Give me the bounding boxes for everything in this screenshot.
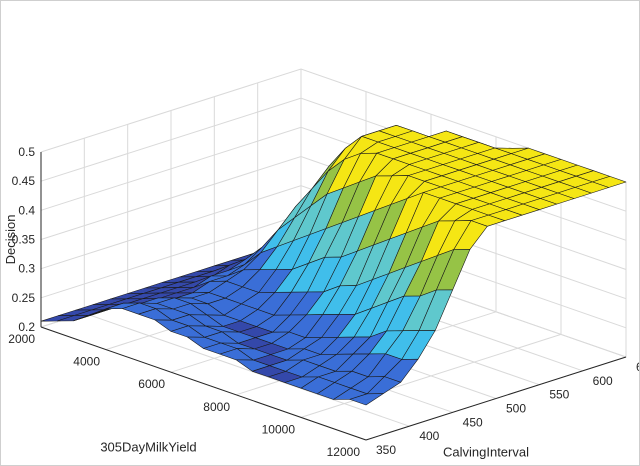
x-tick-label: 8000 xyxy=(203,400,230,414)
y-tick-label: 600 xyxy=(593,374,613,388)
z-tick-label: 0.3 xyxy=(18,262,35,276)
z-tick-label: 0.45 xyxy=(12,174,36,188)
y-tick-label: 550 xyxy=(549,388,569,402)
y-tick-label: 500 xyxy=(506,402,526,416)
z-tick-label: 0.25 xyxy=(12,291,36,305)
tick-labels: 0.2 0.25 0.3 0.35 0.4 0.45 0.5 2000 4000 6000 8000… xyxy=(8,145,639,459)
x-axis-label: 305DayMilkYield xyxy=(100,440,196,455)
axis-lines xyxy=(40,152,627,441)
z-tick-label: 0.4 xyxy=(18,203,35,217)
x-tick-label: 4000 xyxy=(73,355,100,369)
y-tick-label: 650 xyxy=(636,360,639,374)
y-axis-label: CalvingInterval xyxy=(443,445,529,460)
axis-labels: Decision 305DayMilkYield CalvingInterval xyxy=(3,215,529,460)
y-tick-label: 400 xyxy=(419,429,439,443)
x-tick-label: 10000 xyxy=(262,422,296,436)
z-tick-label: 0.35 xyxy=(12,233,36,247)
z-axis-label: Decision xyxy=(3,215,18,265)
x-tick-label: 6000 xyxy=(138,377,165,391)
y-tick-label: 350 xyxy=(376,443,396,457)
surface-patch xyxy=(349,393,384,406)
x-tick-label: 2000 xyxy=(8,332,35,346)
x-axis-line xyxy=(40,326,367,441)
y-tick-label: 450 xyxy=(463,415,483,429)
z-tick-label: 0.5 xyxy=(18,145,35,159)
z-tick-label: 0.2 xyxy=(18,320,35,334)
surface-mesh xyxy=(40,125,627,406)
y-axis-line xyxy=(365,356,627,441)
x-tick-label: 12000 xyxy=(327,445,361,459)
